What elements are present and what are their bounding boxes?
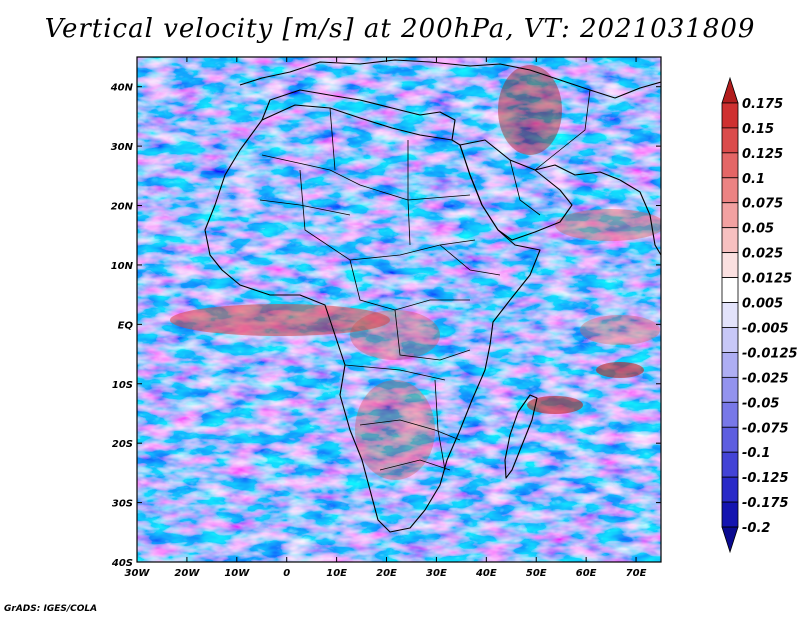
border-segment xyxy=(259,199,351,216)
border-segment xyxy=(261,154,471,201)
colorbar-cell xyxy=(721,376,739,403)
x-tick-label: 20W xyxy=(174,568,200,579)
x-tick-label: 60E xyxy=(576,568,597,579)
colorbar-label: -0.175 xyxy=(742,496,789,511)
y-tick-label: 10S xyxy=(112,380,133,391)
colorbar-cell xyxy=(721,327,739,353)
x-tick-label: 70E xyxy=(626,568,647,579)
europe-coastline xyxy=(239,59,661,99)
colorbar-cell xyxy=(721,277,739,303)
colorbar-label: -0.005 xyxy=(742,321,789,336)
border-segment xyxy=(379,459,451,471)
colorbar-cell xyxy=(721,451,739,478)
colorbar-cell xyxy=(721,401,739,428)
x-tick-label: 0 xyxy=(283,568,290,579)
colorbar-cell xyxy=(721,501,739,528)
itcz-band-atlantic xyxy=(170,304,390,336)
colorbar-cell xyxy=(721,152,739,179)
x-tick-label: 50E xyxy=(526,568,547,579)
colorbar-cell xyxy=(721,102,739,129)
colorbar-cell xyxy=(721,302,739,328)
colorbar-cell xyxy=(721,177,739,204)
y-tick-label: EQ xyxy=(118,320,134,331)
colorbar-label: 0.1 xyxy=(742,172,765,187)
arabian-sea-band xyxy=(555,209,661,241)
colorbar-cell xyxy=(721,227,739,254)
colorbar-cell xyxy=(721,426,739,453)
southern-africa-ascent xyxy=(355,380,435,480)
border-segment xyxy=(299,169,476,261)
y-tick-label: 20N xyxy=(111,202,134,213)
coastlines xyxy=(204,59,661,533)
plot-frame xyxy=(136,56,662,563)
colorbar-cell xyxy=(721,202,739,229)
border-segment xyxy=(439,244,501,276)
colorbar-label: 0.175 xyxy=(742,97,783,112)
colorbar-label: 0.075 xyxy=(742,197,783,212)
colorbar-label: -0.125 xyxy=(742,471,789,486)
plot-area xyxy=(136,56,662,563)
colorbar-label: 0.05 xyxy=(742,222,774,237)
colorbar-label: -0.075 xyxy=(742,421,789,436)
credit-label: GrADS: IGES/COLA xyxy=(4,604,98,614)
y-tick-label: 30N xyxy=(111,142,134,153)
colorbar-label: 0.005 xyxy=(742,297,783,312)
colorbar-cell xyxy=(721,127,739,154)
colorbar-label: -0.2 xyxy=(742,521,770,536)
colorbar-cell xyxy=(721,252,739,278)
iran-ascent xyxy=(498,65,562,155)
x-tick-label: 10E xyxy=(326,568,347,579)
border-segment xyxy=(534,89,591,171)
mediterranean-coastline xyxy=(261,89,456,141)
colorbar-cell xyxy=(721,476,739,503)
colorbar-cell xyxy=(721,76,739,104)
border-segment xyxy=(359,419,461,441)
colorbar-label: -0.025 xyxy=(742,371,789,386)
colorbar-label: -0.1 xyxy=(742,446,770,461)
x-tick-label: 30W xyxy=(125,568,151,579)
border-segment xyxy=(344,364,446,381)
colorbar-label: -0.0125 xyxy=(742,346,798,361)
border-segment xyxy=(509,159,541,216)
y-tick-label: 40S xyxy=(111,558,133,569)
colorbar: 0.175 0.15 0.125 0.1 0.075 0.05 0.025 0.0125 0.0… xyxy=(721,76,798,554)
y-tick-label: 20S xyxy=(112,439,133,450)
colorbar-label: 0.0125 xyxy=(742,272,792,287)
india-coastline xyxy=(619,179,661,256)
chart-title: Vertical velocity [m/s] at 200hPa, VT: 2… xyxy=(44,14,756,44)
y-tick-label: 10N xyxy=(111,261,134,272)
x-axis-ticks: 30W 20W 10W 0 10E 20E 30E 40E 50E 60E 70E xyxy=(125,57,647,579)
country-borders xyxy=(259,89,591,471)
colorbar-label: 0.15 xyxy=(742,122,774,137)
indian-ocean-east xyxy=(580,315,660,345)
border-segment xyxy=(329,107,336,171)
border-segment xyxy=(434,379,446,471)
colorbar-label: 0.025 xyxy=(742,247,783,262)
x-tick-label: 30E xyxy=(426,568,447,579)
indian-ocean-band xyxy=(596,362,644,378)
madagascar-channel xyxy=(527,396,583,414)
border-segment xyxy=(394,309,471,361)
x-tick-label: 40E xyxy=(475,568,497,579)
x-tick-label: 10W xyxy=(224,568,250,579)
madagascar-coastline xyxy=(504,394,538,479)
field-features xyxy=(170,65,661,480)
itcz-band-congo xyxy=(350,310,440,360)
y-tick-label: 40N xyxy=(110,83,134,94)
y-axis-ticks: 40S 30S 20S 10S EQ 10N 20N 30N 40N xyxy=(110,83,661,569)
persian-gulf-coastline xyxy=(534,164,621,181)
colorbar-label: 0.125 xyxy=(742,147,783,162)
colorbar-cell xyxy=(721,352,739,378)
colorbar-cell xyxy=(721,526,739,554)
colorbar-label: -0.05 xyxy=(742,396,779,411)
x-tick-label: 20E xyxy=(376,568,397,579)
y-tick-label: 30S xyxy=(112,499,133,510)
border-segment xyxy=(407,140,411,246)
